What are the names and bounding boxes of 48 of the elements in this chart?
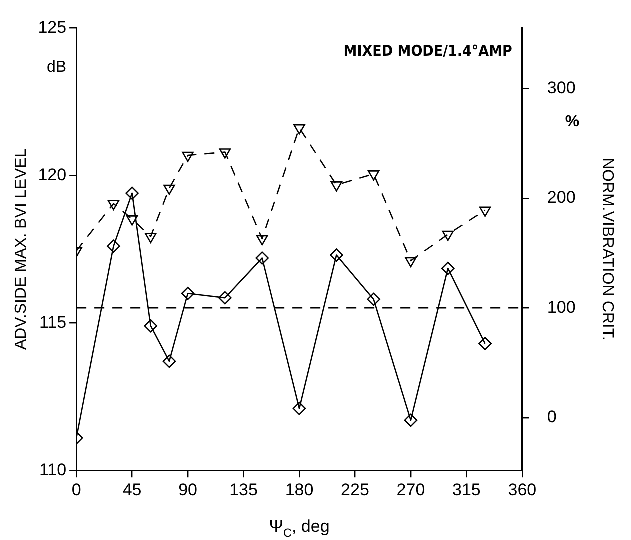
x-tick-label: 315 [452,480,481,500]
point [478,337,492,350]
x-tick-label: 360 [508,480,537,500]
point [126,216,138,226]
point [108,200,120,210]
y2-tick-label: 200 [547,188,576,208]
x-tick-label: 135 [230,480,258,500]
point [330,248,344,262]
y2-tick-label: 300 [547,78,576,98]
point [126,186,139,200]
point [330,182,342,192]
x-tick-label: 0 [72,480,82,500]
point [219,148,232,159]
point [404,414,418,428]
x-tick-label: 45 [122,480,142,500]
point [256,235,268,246]
y-tick-label: 115 [39,312,67,332]
point [479,206,492,218]
y-axis-title: ADV.SIDE MAX. BVI LEVEL [13,148,30,350]
x-tick-label: 225 [341,480,370,500]
x-tick-label: 270 [396,480,426,500]
point [442,230,454,242]
y-tick-label: 110 [39,460,67,480]
point [162,354,176,368]
y-tick-label: 125 [38,18,67,37]
point [367,292,380,306]
x-tick-label: 180 [285,480,314,500]
point [145,233,157,244]
annotation: MIXED MODE/1.4°AMP [344,42,513,60]
point [405,257,417,268]
point [441,262,455,276]
text: % [565,114,580,131]
point [181,286,195,300]
point [292,402,306,416]
point [294,124,306,135]
y2-tick-label: 0 [547,408,557,427]
y2-tick-label: 100 [547,298,576,317]
text: dB [46,59,67,76]
point [256,252,269,265]
y2-axis-title: NORM.VIBRATION CRIT. [598,158,616,341]
point [144,319,158,333]
point [368,170,380,181]
point [182,152,194,162]
point [107,240,120,254]
x-tick-label: 90 [178,480,198,500]
y-tick-label: 120 [38,165,67,184]
point [164,184,176,196]
point [218,291,232,305]
